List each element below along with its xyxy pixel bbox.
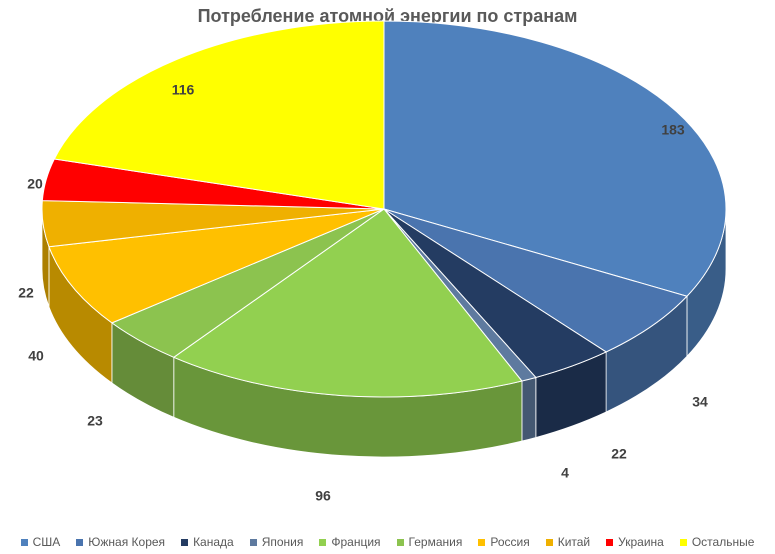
- legend-label: Китай: [557, 535, 591, 549]
- data-label: 40: [28, 348, 44, 364]
- pie-chart: 183 34 22 4 96 23 40 22 20 116: [18, 20, 727, 504]
- legend-label: Остальные: [691, 535, 755, 549]
- data-label: 34: [692, 394, 708, 410]
- legend-label: Канада: [193, 535, 234, 549]
- legend-swatch: [478, 538, 486, 546]
- legend-item: Южная Корея: [76, 533, 165, 551]
- data-label: 20: [27, 176, 43, 192]
- pie-slices: [41, 20, 727, 398]
- legend-item: Канада: [181, 533, 234, 551]
- legend-label: Украина: [618, 535, 664, 549]
- chart-title: Потребление атомной энергии по странам: [197, 6, 578, 26]
- legend-item: США: [20, 533, 61, 551]
- data-label: 23: [87, 413, 103, 429]
- legend-swatch: [249, 538, 257, 546]
- legend-item: Франция: [319, 533, 381, 551]
- legend-swatch: [181, 538, 189, 546]
- data-label: 183: [661, 122, 685, 138]
- legend-swatch: [679, 538, 687, 546]
- legend-item: Китай: [545, 533, 591, 551]
- legend-swatch: [76, 538, 84, 546]
- slice-side: [521, 376, 537, 442]
- legend-swatch: [606, 538, 614, 546]
- slice[interactable]: [383, 208, 688, 353]
- legend-swatch: [20, 538, 28, 546]
- data-label: 116: [172, 82, 195, 98]
- data-label: 96: [315, 488, 331, 504]
- legend-swatch: [545, 538, 553, 546]
- legend: США Южная Корея Канада Япония Франция Германи…: [0, 533, 775, 551]
- legend-item: Россия: [478, 533, 530, 551]
- pie-sides: [41, 208, 727, 458]
- slice[interactable]: [172, 208, 523, 398]
- legend-swatch: [396, 538, 404, 546]
- slice[interactable]: [53, 20, 385, 210]
- data-label: 22: [18, 285, 34, 301]
- legend-label: США: [32, 535, 61, 549]
- legend-item: Япония: [249, 533, 304, 551]
- legend-label: Франция: [331, 535, 381, 549]
- legend-item: Украина: [606, 533, 664, 551]
- legend-label: Германия: [408, 535, 463, 549]
- data-labels: 183 34 22 4 96 23 40 22 20 116: [18, 82, 708, 504]
- legend-label: Япония: [261, 535, 304, 549]
- slice[interactable]: [383, 20, 727, 297]
- legend-label: Россия: [490, 535, 530, 549]
- legend-label: Южная Корея: [88, 535, 166, 549]
- legend-item: Остальные: [679, 533, 755, 551]
- legend-swatch: [319, 538, 327, 546]
- legend-item: Германия: [396, 533, 463, 551]
- data-label: 22: [611, 446, 627, 462]
- data-label: 4: [561, 465, 569, 481]
